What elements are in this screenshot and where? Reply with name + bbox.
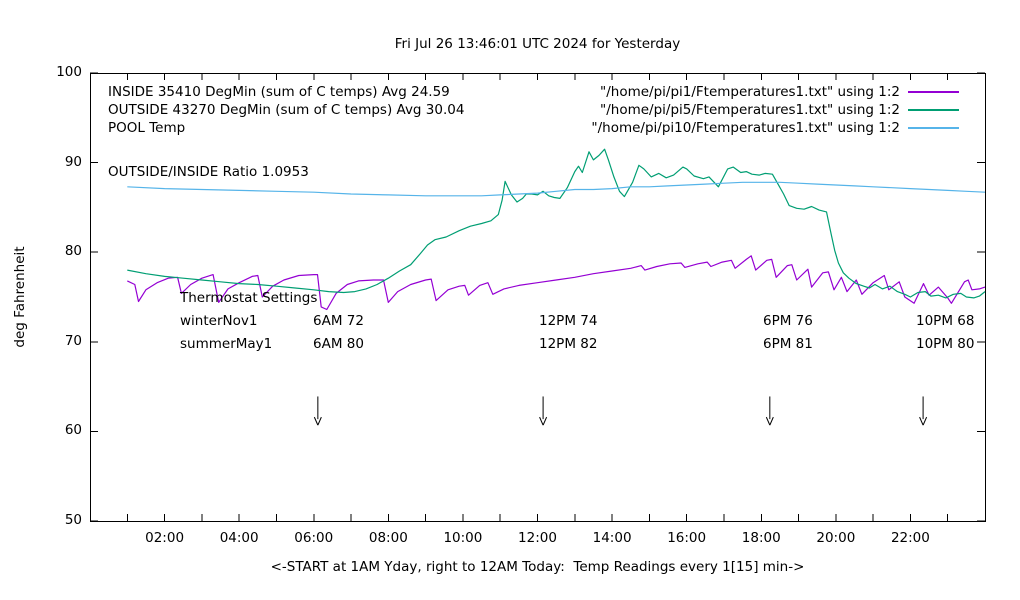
thermostat-summer-6am: 6AM 80 <box>313 336 364 352</box>
legend-line-swatch-pool <box>908 127 959 129</box>
y-tick-label: 60 <box>64 422 82 439</box>
x-tick-label: 22:00 <box>890 530 930 546</box>
x-tick-label: 12:00 <box>518 530 557 546</box>
y-tick-label: 50 <box>64 512 82 528</box>
legend-label-inside: INSIDE 35410 DegMin (sum of C temps) Avg… <box>108 84 450 100</box>
thermostat-winter-10pm: 10PM 68 <box>916 313 975 329</box>
ratio-annotation: OUTSIDE/INSIDE Ratio 1.0953 <box>108 164 309 180</box>
thermostat-winter-6pm: 6PM 76 <box>763 313 813 329</box>
y-tick-label: 100 <box>56 64 82 80</box>
y-tick-label: 80 <box>64 243 82 260</box>
legend-file-pool: "/home/pi/pi10/Ftemperatures1.txt" using… <box>591 120 900 136</box>
legend-label-outside: OUTSIDE 43270 DegMin (sum of C temps) Av… <box>108 102 465 118</box>
x-tick-label: 02:00 <box>145 530 185 546</box>
x-tick-label: 18:00 <box>741 530 781 546</box>
x-tick-label: 06:00 <box>294 530 334 546</box>
thermostat-winter-12pm: 12PM 74 <box>539 313 598 329</box>
x-axis-label: <-START at 1AM Yday, right to 12AM Today… <box>270 559 805 575</box>
legend-label-pool: POOL Temp <box>108 120 186 136</box>
chart-title: Fri Jul 26 13:46:01 UTC 2024 for Yesterd… <box>394 36 681 52</box>
legend-file-inside: "/home/pi/pi1/Ftemperatures1.txt" using … <box>600 84 900 100</box>
x-tick-label: 08:00 <box>368 530 408 546</box>
thermostat-summer-12pm: 12PM 82 <box>539 336 598 352</box>
thermostat-summer-10pm: 10PM 80 <box>916 336 975 352</box>
x-tick-label: 14:00 <box>592 530 632 546</box>
x-tick-label: 04:00 <box>219 530 259 546</box>
thermostat-row-winter-name: winterNov1 <box>180 313 258 329</box>
x-tick-label: 10:00 <box>443 530 483 546</box>
thermostat-row-summer-name: summerMay1 <box>180 336 273 352</box>
legend-line-swatch-inside <box>908 91 959 93</box>
thermostat-settings-title: Thermostat Settings <box>180 290 318 306</box>
thermostat-winter-6am: 6AM 72 <box>313 313 364 329</box>
y-tick-label: 70 <box>64 332 82 349</box>
thermostat-summer-6pm: 6PM 81 <box>763 336 813 352</box>
x-tick-label: 20:00 <box>816 530 856 546</box>
legend-line-swatch-outside <box>908 109 959 111</box>
x-tick-label: 16:00 <box>667 530 707 546</box>
legend-file-outside: "/home/pi/pi5/Ftemperatures1.txt" using … <box>600 102 900 118</box>
y-tick-label: 90 <box>64 153 82 170</box>
